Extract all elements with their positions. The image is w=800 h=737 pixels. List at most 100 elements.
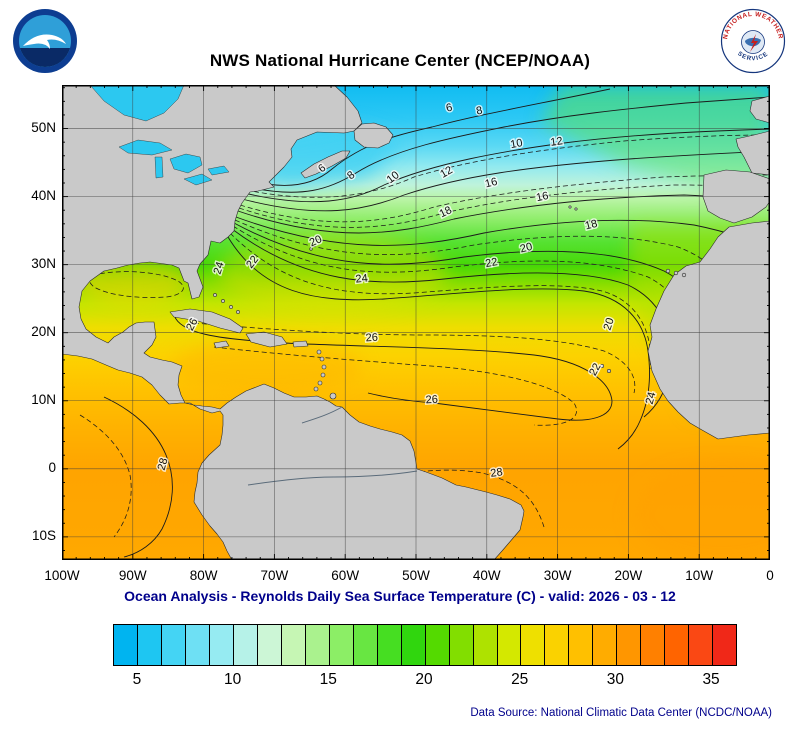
colorbar-cell — [665, 625, 690, 665]
colorbar-cell — [521, 625, 546, 665]
colorbar-tick-label: 30 — [606, 671, 624, 688]
colorbar-tick-label: 25 — [511, 671, 529, 688]
lat-axis-label: 50N — [31, 119, 56, 135]
colorbar-cell — [209, 625, 234, 665]
nova-scotia — [300, 150, 351, 179]
latlon-grid — [62, 85, 770, 560]
colorbar-cell — [257, 625, 282, 665]
contour-label: 18 — [584, 218, 599, 233]
colorbar-cell — [233, 625, 258, 665]
colorbar-cell — [377, 625, 402, 665]
lon-axis-label: 90W — [118, 568, 147, 583]
colorbar-tick-label: 5 — [132, 671, 142, 688]
colorbar-tick-label: 35 — [702, 671, 720, 688]
lat-axis-label: 0 — [48, 459, 56, 475]
contour-label: 20 — [602, 316, 617, 331]
lat-axis-label: 30N — [31, 255, 56, 271]
lat-axis-label: 40N — [31, 187, 56, 203]
lon-axis-label: 40W — [472, 568, 501, 583]
contour-label: 8 — [475, 105, 483, 118]
contour-label: 28 — [156, 457, 171, 472]
lon-axis-label: 20W — [614, 568, 643, 583]
colorbar-cell — [689, 625, 714, 665]
orinoco-river — [301, 406, 343, 424]
colorbar-cell — [161, 625, 186, 665]
contour-label: 24 — [644, 391, 659, 406]
colorbar-tick-label: 20 — [415, 671, 433, 688]
colorbar-cell — [281, 625, 306, 665]
colorbar-cell — [185, 625, 210, 665]
colorbar-cell — [569, 625, 594, 665]
rivers — [247, 406, 418, 486]
lat-axis-label: 10S — [31, 527, 56, 543]
colorbar-cell — [114, 625, 138, 665]
colorbar-tick-label: 15 — [319, 671, 337, 688]
jamaica — [213, 340, 230, 349]
lon-axis-label: 0 — [766, 568, 774, 583]
colorbar-cell — [353, 625, 378, 665]
colorbar — [113, 624, 737, 666]
lake-ontario — [207, 165, 230, 176]
nws-logo: NATIONAL WEATHER SERVICE — [720, 8, 786, 74]
contour-label: 24 — [212, 260, 227, 275]
newfoundland — [353, 122, 394, 149]
map-container: 6 6 8 8 10 10 12 12 16 16 18 18 20 20 20 22 22 22 24 24 24 26… — [61, 84, 800, 565]
england — [749, 95, 771, 124]
contour-label: 16 — [484, 176, 499, 191]
contour-label: 10 — [509, 137, 523, 151]
contour-label: 12 — [550, 135, 564, 149]
contour-label: 16 — [535, 190, 549, 204]
contour-label: 28 — [490, 466, 504, 480]
small-islands — [213, 205, 687, 400]
lake-erie — [183, 173, 213, 186]
puerto-rico — [292, 340, 309, 348]
colorbar-cell — [497, 625, 522, 665]
contour-label: 26 — [365, 332, 378, 345]
colorbar-cell — [401, 625, 426, 665]
colorbar-cell — [641, 625, 666, 665]
map-frame — [62, 85, 770, 560]
map-caption: Ocean Analysis - Reynolds Daily Sea Surf… — [124, 588, 676, 604]
north-and-south-america — [61, 84, 525, 561]
noaa-gull-icon — [23, 34, 66, 49]
inland-water — [89, 84, 230, 186]
lat-axis-label: 10N — [31, 391, 56, 407]
colorbar-cell — [305, 625, 330, 665]
colorbar-cell — [449, 625, 474, 665]
lon-axis-label: 30W — [543, 568, 572, 583]
contour-label: 20 — [519, 241, 534, 256]
colorbar-cell — [425, 625, 450, 665]
colorbar-cell — [137, 625, 162, 665]
nws-lightning-icon — [750, 34, 758, 52]
lake-michigan — [154, 156, 164, 179]
page-title: NWS National Hurricane Center (NCEP/NOAA… — [209, 51, 591, 70]
france — [735, 130, 771, 176]
colorbar-cell — [473, 625, 498, 665]
colorbar-cell — [713, 625, 737, 665]
hispaniola — [245, 331, 288, 348]
colorbar-cell — [329, 625, 354, 665]
data-source-note: Data Source: National Climatic Data Cent… — [470, 707, 772, 719]
lon-axis-label: 100W — [44, 568, 80, 583]
colorbar-cell — [593, 625, 618, 665]
lat-axis-label: 20N — [31, 323, 56, 339]
lon-axis-label: 50W — [402, 568, 430, 583]
land-masses — [61, 84, 771, 561]
colorbar-tick-label: 10 — [223, 671, 242, 688]
colorbar-cell — [617, 625, 642, 665]
lon-axis-label: 60W — [331, 568, 360, 583]
lon-axis-label: 70W — [260, 568, 289, 583]
contour-label: 22 — [484, 256, 498, 270]
lon-axis-label: 10W — [685, 568, 714, 583]
lake-huron — [169, 153, 203, 174]
noaa-logo-sea — [19, 48, 71, 68]
cuba — [169, 308, 244, 334]
contour-label: 6 — [445, 102, 454, 115]
colorbar-cell — [545, 625, 570, 665]
amazon-river — [247, 470, 418, 486]
lon-axis-label: 80W — [189, 568, 218, 583]
contour-label: 26 — [425, 394, 438, 407]
